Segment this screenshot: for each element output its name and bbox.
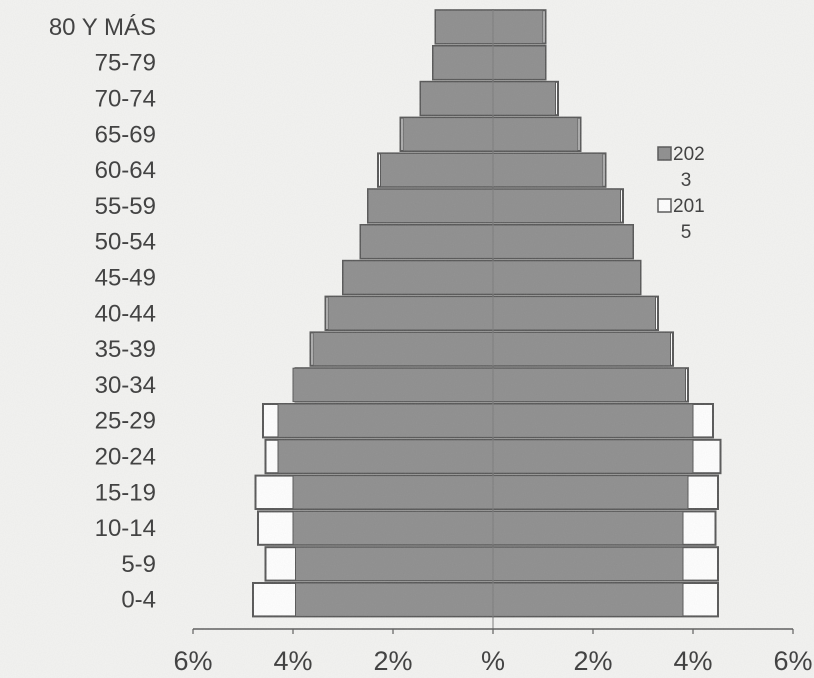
age-label: 60-64 bbox=[95, 157, 156, 184]
bar-2023-left-35-39 bbox=[312, 331, 494, 367]
bar-2023-left-0-4 bbox=[295, 582, 494, 617]
bar-2023-left-55-59 bbox=[367, 188, 494, 224]
bar-2023-left-60-64 bbox=[380, 152, 494, 188]
legend-label: 3 bbox=[681, 170, 692, 191]
bar-2023-left-20-24 bbox=[277, 439, 494, 474]
bar-2023-left-80-y-m-s bbox=[435, 9, 494, 45]
legend-swatch-2015 bbox=[657, 198, 672, 213]
age-label: 30-34 bbox=[95, 372, 156, 399]
x-tick-label: 6% bbox=[173, 646, 212, 676]
x-axis-ticks: 6% 4% 2%% 2% 4% 6% bbox=[173, 629, 813, 676]
series-2023-bars bbox=[277, 9, 694, 617]
age-label: 45-49 bbox=[95, 265, 156, 292]
bar-2023-right-55-59 bbox=[492, 188, 621, 224]
bar-2023-left-25-29 bbox=[277, 403, 494, 438]
bar-2023-right-40-44 bbox=[492, 296, 656, 331]
age-label: 20-24 bbox=[95, 444, 156, 471]
bar-2023-left-70-74 bbox=[420, 81, 494, 116]
age-label: 65-69 bbox=[95, 121, 156, 148]
bar-2023-left-50-54 bbox=[360, 224, 494, 259]
legend-label: 201 bbox=[673, 196, 705, 217]
bar-2023-right-20-24 bbox=[492, 439, 694, 474]
bar-2023-right-80-y-m-s bbox=[492, 9, 544, 45]
bar-2023-right-70-74 bbox=[492, 81, 556, 116]
bar-2023-right-50-54 bbox=[492, 224, 634, 259]
bar-2023-left-45-49 bbox=[342, 260, 494, 295]
age-label: 0-4 bbox=[121, 587, 156, 614]
age-group-labels: 0-4 5-9 10-14 15-19 20-24 25-29 30-34 35-39 40-4… bbox=[49, 14, 156, 614]
bar-2023-left-30-34 bbox=[292, 367, 494, 403]
legend-label: 5 bbox=[681, 222, 692, 243]
x-tick-label: 2% bbox=[373, 646, 412, 676]
age-label: 50-54 bbox=[95, 229, 156, 256]
bar-2023-left-75-79 bbox=[432, 45, 494, 80]
x-tick-label: % bbox=[481, 646, 505, 676]
bar-2023-right-60-64 bbox=[492, 152, 604, 188]
age-label: 5-9 bbox=[121, 551, 156, 578]
x-tick-label: 2% bbox=[573, 646, 612, 676]
bar-2023-right-15-19 bbox=[492, 475, 689, 510]
bar-2023-right-65-69 bbox=[492, 117, 579, 152]
legend: 202 3 201 5 bbox=[657, 144, 705, 243]
x-tick-label: 4% bbox=[673, 646, 712, 676]
bar-2023-right-10-14 bbox=[492, 510, 684, 546]
bar-2023-right-75-79 bbox=[492, 45, 546, 80]
legend-label: 202 bbox=[673, 144, 705, 165]
age-label: 55-59 bbox=[95, 193, 156, 220]
x-tick-label: 4% bbox=[273, 646, 312, 676]
bar-2023-right-25-29 bbox=[492, 403, 694, 438]
bar-2023-right-0-4 bbox=[492, 582, 684, 617]
x-tick-label: 6% bbox=[773, 646, 812, 676]
age-label: 40-44 bbox=[95, 300, 156, 327]
age-label: 10-14 bbox=[95, 515, 156, 542]
bar-2023-right-5-9 bbox=[492, 546, 684, 582]
bar-2023-left-5-9 bbox=[295, 546, 494, 582]
bar-2023-right-30-34 bbox=[492, 367, 686, 403]
age-label: 15-19 bbox=[95, 479, 156, 506]
bar-2023-right-35-39 bbox=[492, 331, 671, 367]
age-label: 80 Y MÁS bbox=[49, 14, 156, 41]
age-label: 75-79 bbox=[95, 50, 156, 77]
bar-2023-left-40-44 bbox=[327, 296, 494, 331]
bar-2023-right-45-49 bbox=[492, 260, 641, 295]
bar-2023-left-65-69 bbox=[402, 117, 494, 152]
bar-2023-left-10-14 bbox=[292, 510, 494, 546]
bar-2023-left-15-19 bbox=[292, 475, 494, 510]
age-label: 70-74 bbox=[95, 86, 156, 113]
age-label: 35-39 bbox=[95, 336, 156, 363]
legend-swatch-2023 bbox=[657, 146, 672, 161]
age-label: 25-29 bbox=[95, 408, 156, 435]
